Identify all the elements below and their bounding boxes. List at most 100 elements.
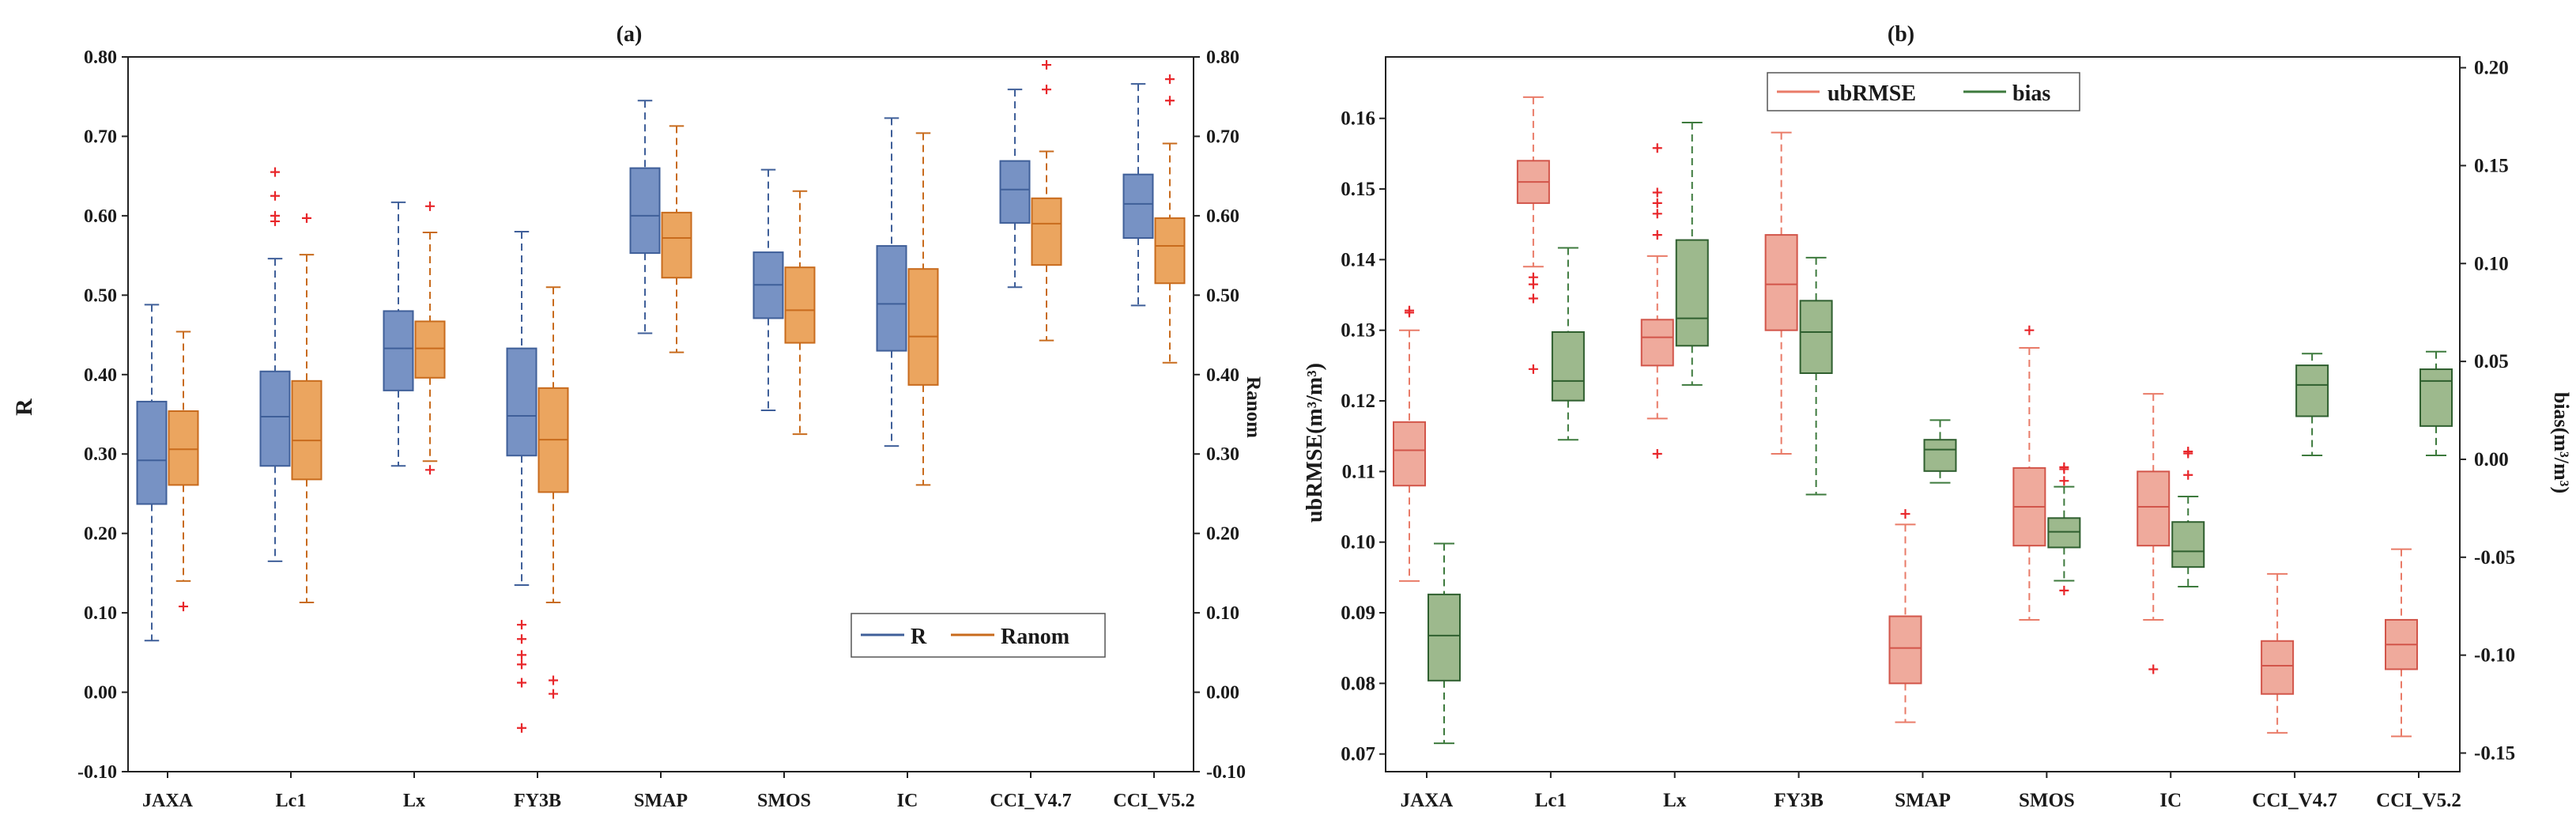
category-label: CCI_V4.7 <box>990 791 1071 811</box>
left-tick-label: 0.00 <box>84 683 117 704</box>
category-label: Lx <box>403 791 425 811</box>
box-ranom-lx <box>414 201 446 475</box>
category-label: CCI_V4.7 <box>2252 790 2337 811</box>
box-iqr <box>1675 239 1709 347</box>
panel-a: (a) R Ranom -0.10 0.00 0.10 0.20 0.30 0.40 0.5… <box>11 22 1264 811</box>
outlier-marker <box>1652 187 1662 198</box>
left-tick-label: 0.09 <box>1341 602 1375 624</box>
outlier-marker <box>270 191 280 201</box>
left-tick-label: 0.10 <box>1341 532 1375 553</box>
left-tick-label: 0.50 <box>84 285 117 306</box>
box-iqr <box>506 347 537 457</box>
outlier-marker <box>179 602 188 612</box>
right-tick-label: 0.05 <box>2474 351 2509 372</box>
outlier-marker <box>2059 476 2069 486</box>
right-tick-label: 0.50 <box>1206 285 1239 306</box>
category-label: Lx <box>1663 790 1687 811</box>
box-r-smos <box>752 168 784 411</box>
panel-b-y-axis-label: ubRMSE(m³/m³) <box>1303 363 1327 523</box>
panel-a-title: (a) <box>617 22 643 47</box>
box-ubrmse-ic <box>2137 393 2171 674</box>
category-label: SMAP <box>1895 790 1951 811</box>
category-label: FY3B <box>1774 790 1824 811</box>
box-ranom-smos <box>784 190 816 436</box>
category-label: FY3B <box>514 791 561 811</box>
category-label: JAXA <box>142 791 194 811</box>
outlier-marker <box>1165 96 1175 106</box>
outlier-marker <box>1042 85 1051 95</box>
box-bias-lx <box>1675 121 1709 386</box>
box-iqr <box>1764 234 1798 331</box>
box-ranom-fy3b <box>537 286 569 699</box>
box-iqr <box>2419 368 2453 427</box>
box-ubrmse-lx <box>1640 143 1674 459</box>
box-iqr <box>1031 197 1062 266</box>
outlier-marker <box>1528 364 1538 374</box>
right-tick-label: 0.10 <box>1206 603 1239 624</box>
outlier-marker <box>1528 293 1538 304</box>
category-label: SMOS <box>2019 790 2075 811</box>
outlier-marker <box>1165 74 1175 85</box>
box-ubrmse-smos <box>2012 325 2046 621</box>
outlier-marker <box>425 201 435 211</box>
left-tick-label: 0.13 <box>1341 320 1375 342</box>
box-ranom-smap <box>661 125 692 353</box>
box-ranom-ic <box>907 132 939 486</box>
outlier-marker <box>1652 143 1662 153</box>
right-tick-label: 0.10 <box>2474 253 2509 274</box>
right-tick-label: 0.15 <box>2474 155 2509 176</box>
box-bias-jaxa <box>1428 542 1461 745</box>
outlier-marker <box>2148 664 2159 674</box>
box-iqr <box>876 245 907 352</box>
box-iqr <box>136 400 168 505</box>
outlier-marker <box>425 465 435 475</box>
category-label: IC <box>2159 790 2182 811</box>
box-iqr <box>291 380 322 481</box>
category-label: Lc1 <box>276 791 307 811</box>
outlier-marker <box>517 634 526 644</box>
box-iqr <box>1393 421 1426 487</box>
panel-a-category-labels: JAXA Lc1 Lx FY3B SMAP SMOS IC CCI_V4.7 CCI_V5.2 <box>142 772 1195 811</box>
box-iqr <box>784 266 816 344</box>
left-tick-label: 0.80 <box>84 47 117 68</box>
category-label: CCI_V5.2 <box>1113 791 1194 811</box>
panel-a-y-axis-label: R <box>11 398 37 416</box>
left-tick-label: 0.15 <box>1341 179 1375 200</box>
box-ubrmse-jaxa <box>1393 305 1426 582</box>
outlier-marker <box>1042 60 1051 70</box>
right-tick-label: 0.00 <box>2474 449 2509 470</box>
panel-a-legend-label-ranom: Ranom <box>1001 625 1069 649</box>
outlier-marker <box>1900 508 1910 519</box>
box-ranom-cci-v5-2 <box>1154 74 1186 364</box>
right-tick-label: 0.20 <box>2474 58 2509 79</box>
left-tick-label: 0.11 <box>1342 461 1375 482</box>
right-tick-label: -0.10 <box>1206 762 1246 783</box>
box-iqr <box>1923 439 1957 472</box>
left-tick-label: 0.10 <box>84 603 117 624</box>
box-iqr <box>168 410 199 486</box>
box-iqr <box>2047 517 2081 549</box>
outlier-marker <box>2024 325 2035 335</box>
category-label: SMOS <box>757 791 811 811</box>
box-iqr <box>1888 615 1922 685</box>
right-tick-label: 0.60 <box>1206 206 1239 227</box>
left-tick-label: 0.12 <box>1341 391 1375 412</box>
right-tick-label: 0.30 <box>1206 444 1239 465</box>
box-ranom-cci-v4-7 <box>1031 60 1062 342</box>
box-bias-smap <box>1923 419 1957 484</box>
box-ubrmse-smap <box>1888 508 1922 723</box>
outlier-marker <box>270 210 280 221</box>
panel-a-legend: R Ranom <box>850 613 1106 658</box>
left-tick-label: 0.40 <box>84 365 117 386</box>
panel-b-right-ticks: -0.15 -0.10 -0.05 0.00 0.05 0.10 0.15 0.20 <box>2460 58 2515 764</box>
box-iqr <box>661 211 692 279</box>
panel-a-left-ticks: -0.10 0.00 0.10 0.20 0.30 0.40 0.50 0.60 0.70 0.8… <box>77 47 128 783</box>
outlier-marker <box>1652 198 1662 208</box>
box-ubrmse-fy3b <box>1764 131 1798 455</box>
outlier-marker <box>270 167 280 177</box>
outlier-marker <box>1652 209 1662 219</box>
panel-b-left-ticks: 0.07 0.08 0.09 0.10 0.11 0.12 0.13 0.14 0.15 0.16 <box>1341 108 1386 765</box>
outlier-marker <box>2059 462 2069 472</box>
box-bias-cci-v5-2 <box>2419 350 2453 457</box>
box-r-ic <box>876 117 907 447</box>
